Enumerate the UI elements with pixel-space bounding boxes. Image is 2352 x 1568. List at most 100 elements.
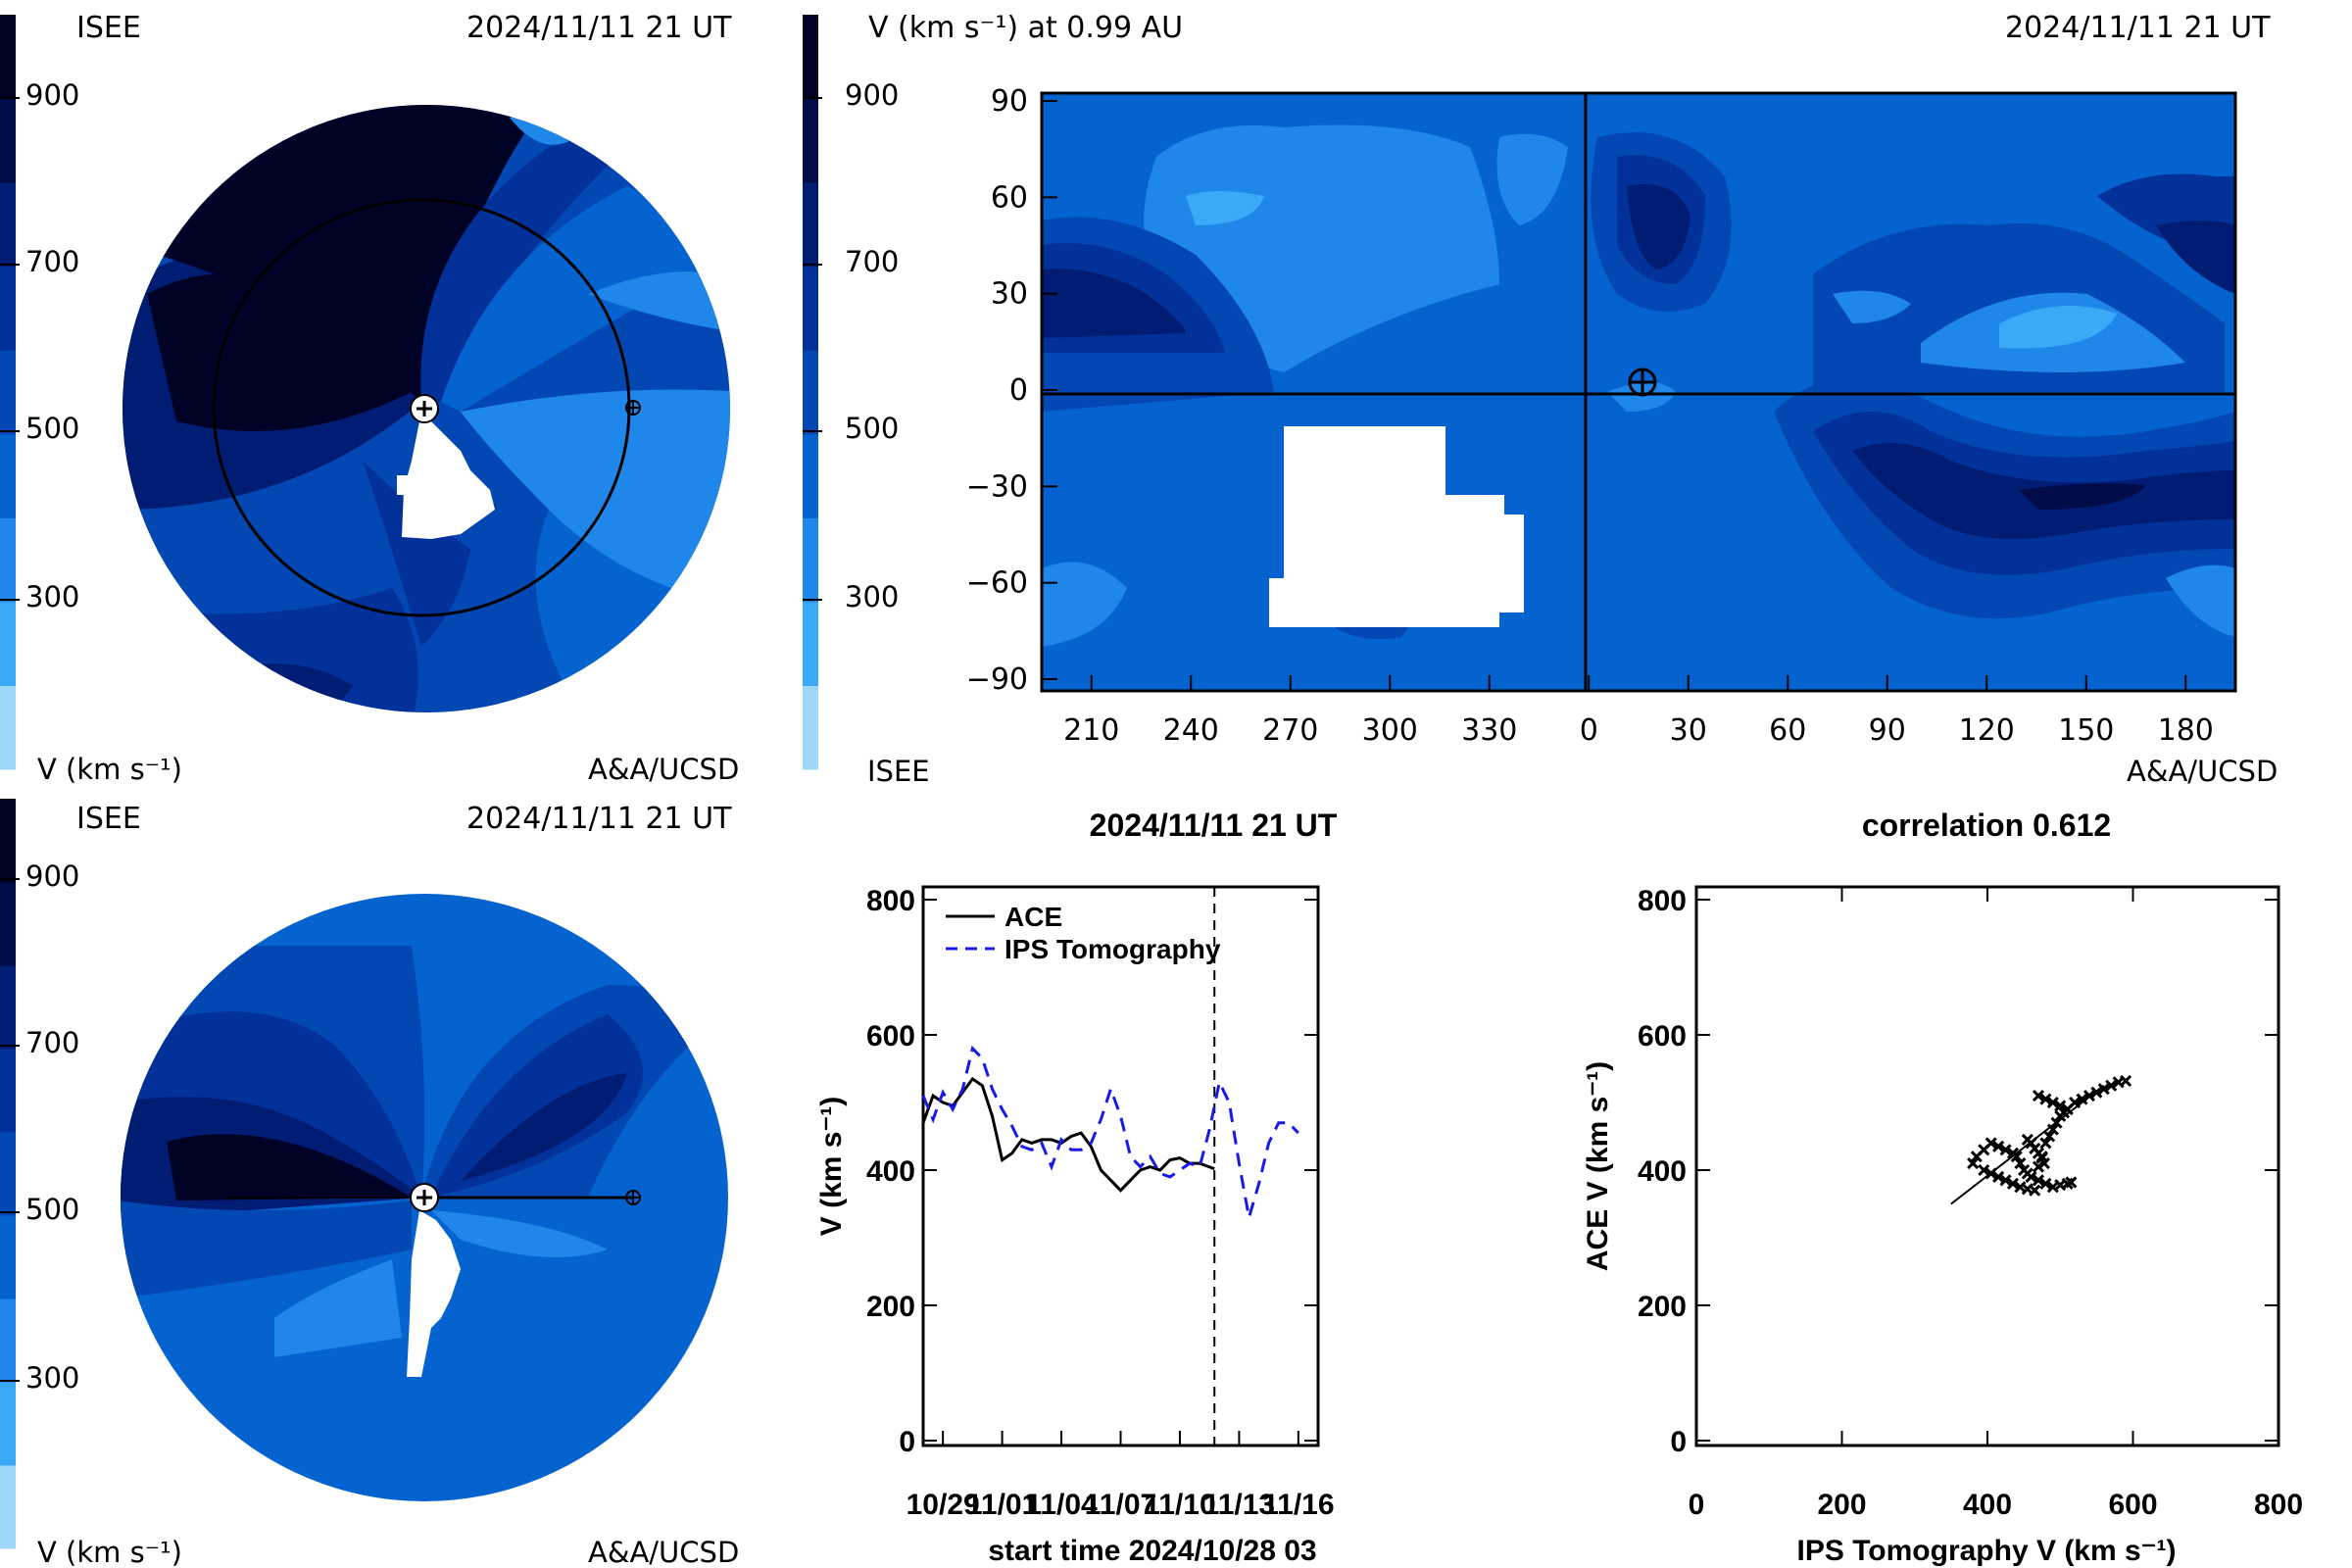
colorbar-segment bbox=[803, 517, 818, 603]
colorbar-segment bbox=[803, 15, 818, 100]
map-y-tick-label: 0 bbox=[1009, 373, 1028, 408]
colorbar-tick-label: 300 bbox=[25, 1361, 79, 1395]
scatter-point bbox=[1992, 1140, 2005, 1152]
sc-x-tick-label: 0 bbox=[1689, 1489, 1705, 1521]
legend-ips: IPS Tomography bbox=[1004, 934, 1221, 964]
unit-label: V (km s⁻¹) bbox=[37, 753, 182, 786]
ips-series-line bbox=[921, 1045, 1299, 1218]
map-x-ticks: 210 240 270 300 330 0 30 60 90 120 150 180 bbox=[1063, 675, 2214, 748]
earth-icon bbox=[625, 1190, 641, 1205]
map-x-tick-label: 300 bbox=[1362, 713, 1418, 748]
map-x-tick-label: 60 bbox=[1769, 713, 1806, 748]
map-x-tick-label: 210 bbox=[1063, 713, 1119, 748]
ts-x-tick-label: 11/10 bbox=[1144, 1489, 1215, 1521]
map-x-tick-label: 180 bbox=[2158, 713, 2214, 748]
colorbar-tick-label: 900 bbox=[845, 78, 899, 112]
colorbar-segment bbox=[803, 98, 818, 183]
sc-y-tick-label: 0 bbox=[1670, 1426, 1687, 1458]
polar-panel-top: 900 700 500 300 ISEE 2024/11/11 21 UT V (km… bbox=[0, 11, 739, 786]
map-y-tick-label: −60 bbox=[966, 566, 1028, 601]
colorbar-segment bbox=[0, 685, 16, 770]
colorbar-segment bbox=[0, 1215, 16, 1299]
scatter-point bbox=[2061, 1102, 2074, 1115]
scatter-point bbox=[2046, 1123, 2059, 1136]
colorbar-segment bbox=[0, 1298, 16, 1383]
scatter-point bbox=[2050, 1116, 2063, 1129]
scatter-point bbox=[2097, 1083, 2110, 1096]
map-heatmap bbox=[1042, 93, 2235, 691]
credit-label: A&A/UCSD bbox=[588, 1536, 739, 1568]
colorbar-segment bbox=[0, 433, 16, 518]
map-y-tick-label: 90 bbox=[991, 84, 1028, 119]
scatter-point bbox=[2082, 1090, 2096, 1102]
colorbar-segment bbox=[0, 882, 16, 966]
unit-label: V (km s⁻¹) bbox=[37, 1536, 182, 1568]
colorbar-segment bbox=[0, 799, 16, 883]
timeseries-panel: 2024/11/11 21 UT 800 600 400 200 0 10/2911/01… bbox=[815, 808, 1338, 1567]
colorbar-segment bbox=[0, 517, 16, 603]
colorbar-segment bbox=[803, 685, 818, 770]
sc-x-tick-label: 400 bbox=[1963, 1489, 2012, 1521]
colorbar-bottom-left: 900 700 500 300 bbox=[0, 799, 79, 1549]
colorbar-segment bbox=[0, 1382, 16, 1466]
credit-label: A&A/UCSD bbox=[588, 753, 739, 786]
map-x-tick-label: 30 bbox=[1670, 713, 1707, 748]
scatter-point bbox=[2029, 1184, 2041, 1197]
sc-y-tick-label: 400 bbox=[1638, 1155, 1687, 1188]
map-x-tick-label: 270 bbox=[1262, 713, 1318, 748]
ts-y-tick-label: 0 bbox=[899, 1426, 915, 1458]
ts-y-tick-label: 200 bbox=[866, 1291, 915, 1323]
scatter-point bbox=[1967, 1157, 1980, 1170]
ts-y-tick-label: 800 bbox=[866, 885, 915, 917]
scatter-point bbox=[2046, 1096, 2059, 1109]
map-org-label: ISEE bbox=[867, 755, 930, 788]
colorbar-segment bbox=[803, 350, 818, 435]
colorbar-segment bbox=[0, 601, 16, 686]
timeseries-ylabel: V (km s⁻¹) bbox=[815, 1097, 848, 1237]
scatter-point bbox=[2043, 1130, 2056, 1143]
ts-x-tick-label: 11/13 bbox=[1203, 1489, 1275, 1521]
sc-x-tick-label: 600 bbox=[2108, 1489, 2157, 1521]
scatter-point bbox=[2039, 1177, 2052, 1190]
ts-y-tick-label: 400 bbox=[866, 1155, 915, 1188]
map-x-tick-label: 240 bbox=[1163, 713, 1219, 748]
timeseries-title: 2024/11/11 21 UT bbox=[1090, 808, 1338, 843]
scatter-point bbox=[2076, 1093, 2088, 1105]
ace-series-line bbox=[921, 1076, 1215, 1193]
scatter-point bbox=[2014, 1157, 2027, 1170]
legend: ACE IPS Tomography bbox=[946, 902, 1221, 964]
scatter-point bbox=[1992, 1170, 2005, 1183]
scatter-point bbox=[1984, 1167, 1997, 1180]
colorbar-top-left: 900 700 500 300 bbox=[0, 15, 79, 770]
map-y-tick-label: −30 bbox=[966, 469, 1028, 504]
map-unit-label: V (km s⁻¹) at 0.99 AU bbox=[868, 11, 1183, 45]
ts-x-tick-label: 11/04 bbox=[1025, 1489, 1098, 1521]
map-x-tick-label: 330 bbox=[1461, 713, 1517, 748]
earth-icon bbox=[1628, 368, 1657, 397]
map-frame bbox=[1040, 91, 2237, 693]
legend-ace: ACE bbox=[1004, 902, 1062, 932]
colorbar-tick-label: 500 bbox=[845, 412, 899, 445]
scatter-point bbox=[2010, 1151, 2023, 1163]
scatter-point bbox=[2039, 1137, 2052, 1150]
colorbar-map: 900 700 500 300 bbox=[803, 15, 899, 770]
polar-panel-bottom: 900 700 500 300 ISEE 2024/11/11 21 UT V (km… bbox=[0, 799, 739, 1568]
colorbar-tick-label: 300 bbox=[845, 580, 899, 613]
colorbar-tick-label: 500 bbox=[25, 412, 79, 445]
scatter-point bbox=[2032, 1160, 2045, 1173]
org-label: ISEE bbox=[76, 11, 141, 45]
ts-y-tick-label: 600 bbox=[866, 1020, 915, 1053]
colorbar-segment bbox=[0, 182, 16, 268]
org-label: ISEE bbox=[76, 802, 141, 836]
colorbar-segment bbox=[0, 1132, 16, 1216]
colorbar-tick-label: 900 bbox=[25, 78, 79, 112]
colorbar-segment bbox=[803, 182, 818, 268]
colorbar-segment bbox=[803, 266, 818, 351]
scatter-point bbox=[2006, 1177, 2020, 1190]
colorbar-tick-label: 900 bbox=[25, 859, 79, 893]
map-x-tick-label: 0 bbox=[1580, 713, 1598, 748]
scatter-ylabel: ACE V (km s⁻¹) bbox=[1582, 1061, 1614, 1271]
scatter-point bbox=[1999, 1174, 2012, 1187]
scatter-point bbox=[2025, 1170, 2037, 1183]
